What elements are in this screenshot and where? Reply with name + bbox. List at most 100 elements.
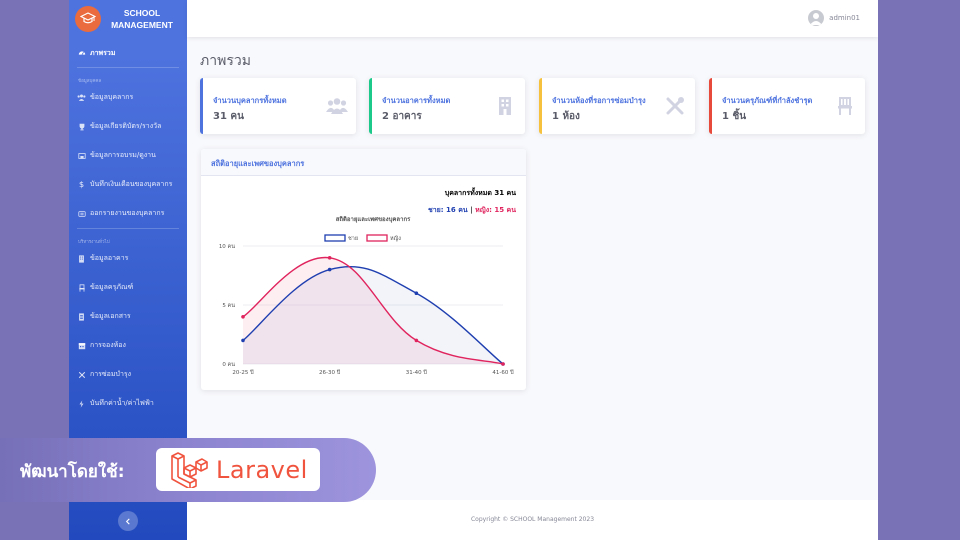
card-equipment: จำนวนครุภัณฑ์ที่กำลังชำรุด 1 ชิ้น (709, 78, 865, 134)
chair-icon (77, 283, 86, 292)
sidebar-item-awards[interactable]: ข้อมูลเกียรติบัตร/รางวัล (69, 112, 187, 141)
data-point (501, 362, 505, 366)
sidebar-item-label: การจองห้อง (90, 341, 126, 349)
chalkboard-icon (77, 151, 86, 160)
sidebar-divider (77, 67, 179, 68)
bolt-icon (77, 399, 86, 408)
sidebar-item-label: บันทึกเงินเดือนของบุคลากร (90, 180, 173, 188)
male-count: ชาย: 16 คน (428, 206, 468, 214)
card-value: 31 คน (213, 111, 244, 122)
age-gender-chart: สถิติอายุและเพศของบุคลากร 0 คน 5 คน 10 คน 20… (219, 215, 514, 376)
legend-label-female: หญิง (390, 235, 401, 242)
building-icon (495, 97, 515, 115)
card-maintenance: จำนวนห้องที่รอการซ่อมบำรุง 1 ห้อง (539, 78, 695, 134)
chart-title: สถิติอายุและเพศของบุคลากร (336, 215, 411, 223)
female-count: หญิง: 15 คน (475, 206, 516, 214)
card-label: จำนวนอาคารทั้งหมด (382, 96, 451, 105)
sidebar-item-report[interactable]: ออกรายงานของบุคลากร (69, 199, 187, 228)
card-label: จำนวนครุภัณฑ์ที่กำลังชำรุด (722, 96, 813, 105)
chevron-left-icon (125, 517, 130, 525)
sidebar-item-buildings[interactable]: ข้อมูลอาคาร (69, 244, 187, 273)
page-title: ภาพรวม (200, 53, 251, 69)
series-line-female (242, 257, 504, 365)
sidebar-brand[interactable]: SCHOOL MANAGEMENT (69, 0, 187, 38)
card-value: 1 ห้อง (552, 111, 580, 122)
banner-text: พัฒนาโดยใช้: (20, 462, 125, 482)
laravel-logo: Laravel (156, 448, 320, 491)
tools-icon (77, 370, 86, 379)
sidebar-heading-admin: บริหารงานทั่วไป (78, 240, 110, 245)
data-point (241, 315, 245, 319)
chair-icon (835, 97, 855, 115)
data-point (414, 338, 419, 343)
brand-line1: SCHOOL (123, 8, 161, 18)
sidebar-item-label: ออกรายงานของบุคลากร (90, 209, 165, 217)
legend-swatch-female (366, 234, 388, 242)
topbar: admin01 (187, 0, 878, 37)
sidebar-item-label: ข้อมูลครุภัณฑ์ (90, 283, 134, 291)
brand-line2: MANAGEMENT (111, 20, 173, 30)
username: admin01 (829, 14, 860, 22)
sidebar-item-maintenance[interactable]: การซ่อมบำรุง (69, 360, 187, 389)
dollar-icon: $ (78, 180, 85, 189)
data-point (414, 291, 419, 295)
dashboard-icon (77, 49, 86, 58)
sidebar-item-label: ข้อมูลเกียรติบัตร/รางวัล (90, 122, 162, 130)
stats-panel-header: สถิติอายุและเพศของบุคลากร (201, 149, 526, 176)
sidebar-item-label: ข้อมูลอาคาร (90, 254, 129, 262)
sidebar-item-training[interactable]: ข้อมูลการอบรม/ดูงาน (69, 141, 187, 170)
sidebar-item-label: บันทึกค่าน้ำ/ค่าไฟฟ้า (90, 399, 154, 407)
sidebar-item-label: ข้อมูลเอกสาร (90, 312, 131, 320)
laravel-wordmark: Laravel (216, 455, 308, 484)
sidebar-item-documents[interactable]: ข้อมูลเอกสาร (69, 302, 187, 331)
report-icon (77, 209, 86, 218)
card-personnel: จำนวนบุคลากรทั้งหมด 31 คน (200, 78, 356, 134)
sidebar-item-booking[interactable]: การจองห้อง (69, 331, 187, 360)
sidebar-item-label: ข้อมูลบุคลากร (90, 93, 134, 101)
y-tick-label: 10 คน (219, 244, 235, 250)
card-value: 1 ชิ้น (722, 111, 747, 122)
sidebar-item-utilities[interactable]: บันทึกค่าน้ำ/ค่าไฟฟ้า (69, 389, 187, 418)
promo-banner: พัฒนาโดยใช้: Laravel (0, 438, 376, 502)
legend-label-male: ชาย (348, 235, 358, 242)
card-label: จำนวนบุคลากรทั้งหมด (213, 96, 287, 105)
x-tick-label: 26-30 ปี (319, 369, 341, 376)
sidebar-heading-personnel: ข้อมูลบุคคล (78, 79, 102, 84)
y-tick-label: 5 คน (222, 303, 235, 309)
count-separator: | (467, 206, 476, 214)
stats-panel: สถิติอายุและเพศของบุคลากร บุคลากรทั้งหมด… (201, 149, 526, 390)
building-icon (77, 254, 86, 263)
card-value: 2 อาคาร (382, 111, 422, 122)
calendar-icon (77, 341, 86, 350)
data-point (241, 338, 245, 343)
users-icon (77, 93, 86, 102)
avatar (808, 10, 825, 26)
sidebar-toggle-button[interactable] (118, 511, 138, 531)
sidebar-item-equipment[interactable]: ข้อมูลครุภัณฑ์ (69, 273, 187, 302)
tools-icon (665, 97, 685, 115)
series-line-male (242, 265, 504, 365)
data-point (327, 267, 332, 272)
series-area-female (243, 257, 503, 364)
trophy-icon (77, 122, 86, 131)
sidebar-divider (77, 228, 179, 229)
stats-totals: บุคลากรทั้งหมด 31 คน ชาย: 16 คน | หญิง: … (428, 188, 516, 216)
x-tick-label: 20-25 ปี (232, 369, 254, 376)
footer: Copyright © SCHOOL Management 2023 (187, 500, 878, 540)
x-tick-label: 31-40 ปี (406, 369, 428, 376)
total-personnel: บุคลากรทั้งหมด 31 คน (444, 189, 516, 197)
laravel-logo-icon (171, 451, 208, 488)
sidebar-item-label: การซ่อมบำรุง (90, 370, 132, 378)
users-icon (326, 97, 348, 115)
user-menu[interactable]: admin01 (808, 10, 860, 26)
sidebar-item-label: ภาพรวม (90, 48, 116, 57)
y-tick-label: 0 คน (222, 362, 235, 368)
copyright: Copyright © SCHOOL Management 2023 (470, 516, 595, 523)
legend-swatch-male (324, 234, 346, 242)
series-area-male (243, 266, 503, 364)
graduation-cap-icon (75, 6, 101, 32)
sidebar-item-salary[interactable]: $ บันทึกเงินเดือนของบุคลากร (69, 170, 187, 199)
x-tick-label: 41-60 ปี (492, 369, 514, 376)
sidebar-item-personnel[interactable]: ข้อมูลบุคลากร (69, 83, 187, 112)
sidebar-item-dashboard[interactable]: ภาพรวม (69, 39, 187, 67)
